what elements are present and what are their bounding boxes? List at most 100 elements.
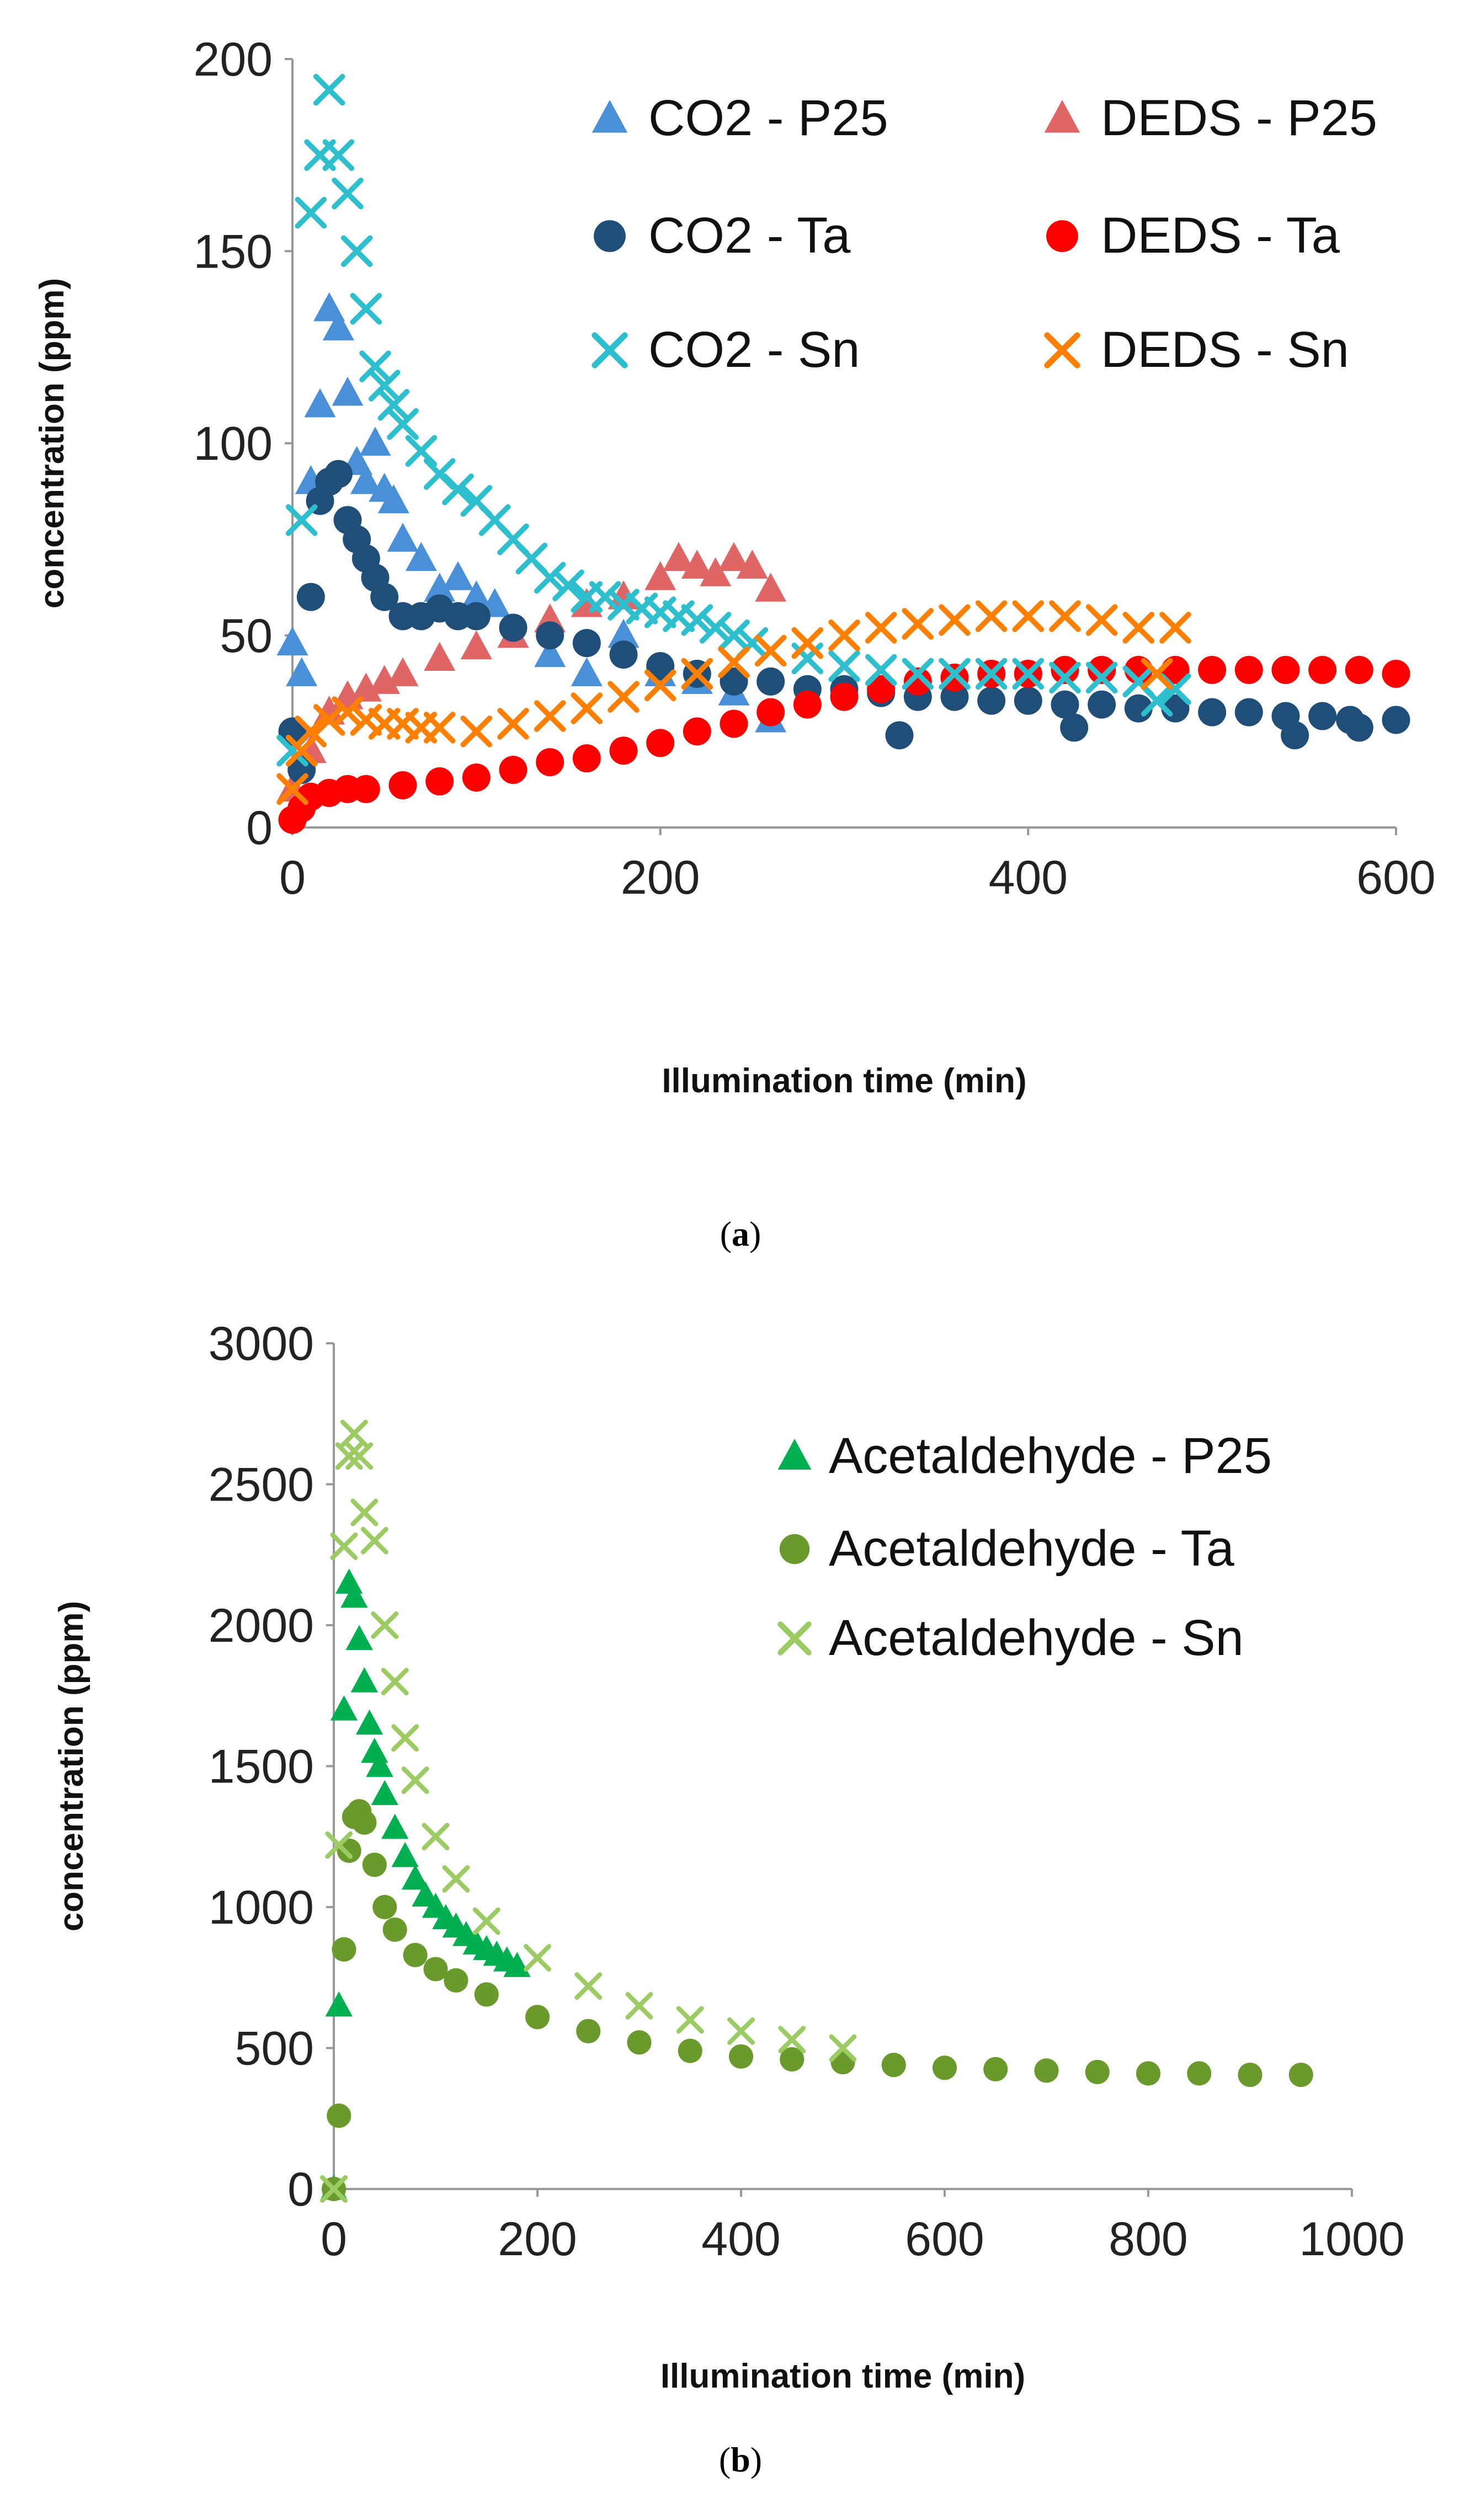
y-tick-label: 2000 [209,1599,314,1652]
data-point [881,2053,906,2078]
data-point [322,311,354,341]
data-point [387,522,419,552]
data-point [608,681,640,713]
data-point [340,235,373,268]
data-point [423,1957,448,1982]
data-point [940,663,969,692]
data-point [977,686,1006,715]
legend-label-co2-sn: CO2 - Sn [648,322,860,378]
data-point [337,1838,361,1863]
circle-marker-icon [594,220,626,252]
data-point [681,604,713,636]
data-point [340,1582,368,1608]
data-point [718,646,750,679]
x-tick-label: 200 [621,851,700,904]
series-acetaldehyde-ta [321,1799,1313,2202]
data-point [757,698,785,727]
data-point [325,1831,353,1859]
data-point [975,600,1008,632]
data-point [681,549,713,579]
y-tick-label: 0 [287,2163,314,2216]
x-tick-label: 400 [701,2213,781,2266]
data-point [1187,2061,1212,2086]
x-tick-label: 0 [321,2213,347,2266]
data-point [296,583,325,611]
data-point [460,716,493,748]
data-point [1051,690,1079,719]
y-tick-label: 2500 [209,1459,314,1512]
data-point [608,580,640,610]
data-point [718,542,750,571]
data-point [1012,658,1045,690]
data-point [332,177,364,210]
x-tick-label: 400 [989,851,1068,904]
data-point [370,583,399,611]
x-tick-label: 0 [279,851,306,904]
data-point [534,562,566,594]
x-axis-title: Illumination time (min) [660,2357,1025,2395]
data-point [1051,655,1079,684]
data-point [278,717,307,746]
data-point [460,580,492,610]
legend-label-co2-p25: CO2 - P25 [648,90,888,146]
caption-b: (b) [719,2440,762,2479]
data-point [387,408,419,440]
data-point [391,1724,419,1752]
data-point [1271,655,1300,684]
y-tick-label: 100 [194,418,273,471]
data-point [1085,2059,1110,2085]
data-point [683,717,711,746]
x-tick-label: 600 [905,2213,984,2266]
data-point [718,619,750,652]
legend-label-acetaldehyde-p25: Acetaldehyde - P25 [829,1428,1272,1484]
data-point [681,658,713,690]
data-point [571,657,603,686]
data-point [361,1737,388,1763]
data-point [574,1972,603,2000]
data-point [932,2055,957,2080]
legend-label-deds-ta: DEDS - Ta [1101,207,1340,264]
series-acetaldehyde-sn [320,1419,857,2203]
data-point [608,618,640,648]
data-point [295,196,327,229]
series-acetaldehyde-p25 [320,1568,531,2200]
data-point [644,669,676,702]
data-point [1122,612,1155,644]
legend-label-co2-ta: CO2 - Ta [648,207,851,264]
data-point [444,1968,468,1993]
data-point [576,2019,601,2043]
data-point [552,569,584,601]
data-point [424,573,456,602]
data-point [1382,659,1410,688]
data-point [572,744,601,773]
data-point [700,557,732,586]
chart-panel-b: 0 200 400 600 800 1000 0 500 1000 1500 2000 2500 300… [52,1317,1405,2395]
data-point [755,573,787,602]
data-point [663,542,695,571]
data-point [324,460,353,488]
data-point [372,1894,397,1920]
data-point [1085,661,1118,694]
data-point [335,1442,363,1470]
y-tick-label: 1500 [209,1740,314,1793]
legend-label-deds-sn: DEDS - Sn [1101,322,1349,378]
data-point [327,2103,351,2128]
data-point [572,629,601,658]
data-point [536,621,564,650]
legend-label-acetaldehyde-sn: Acetaldehyde - Sn [829,1610,1244,1666]
data-point [381,1668,409,1696]
data-point [975,658,1008,690]
data-point [350,1498,379,1526]
data-point [1238,2062,1262,2087]
data-point [720,667,748,696]
data-point [939,604,971,636]
data-point [377,389,410,421]
data-point [1345,713,1373,742]
data-point [1088,655,1116,684]
data-point [903,667,932,696]
data-point [371,1611,399,1639]
data-point [524,1944,551,1972]
data-point [780,2047,805,2072]
data-point [627,2030,652,2055]
data-point [1234,698,1263,727]
